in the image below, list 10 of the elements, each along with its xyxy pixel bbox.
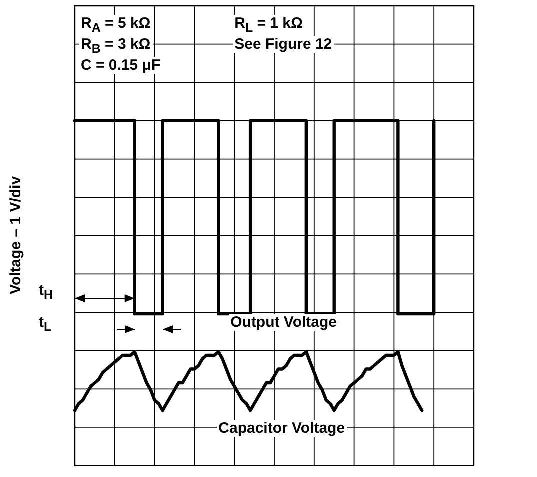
text: R$_{A}$ = 5 kΩ bbox=[78, 15, 153, 38]
text: R$_{B}$ = 3 kΩ bbox=[78, 36, 153, 58]
text: t$_{L}$ bbox=[37, 314, 54, 336]
y-axis-title: Voltage – 1 V/div bbox=[8, 174, 25, 297]
text: C = 0.15 μF bbox=[78, 56, 163, 74]
text: t$_{H}$ bbox=[37, 282, 56, 304]
text: R$_{L}$ = 1 kΩ bbox=[232, 15, 306, 38]
text: See Figure 12 bbox=[232, 36, 334, 53]
annotation: Output Voltage bbox=[228, 314, 339, 332]
annotation: Capacitor Voltage bbox=[216, 420, 348, 437]
